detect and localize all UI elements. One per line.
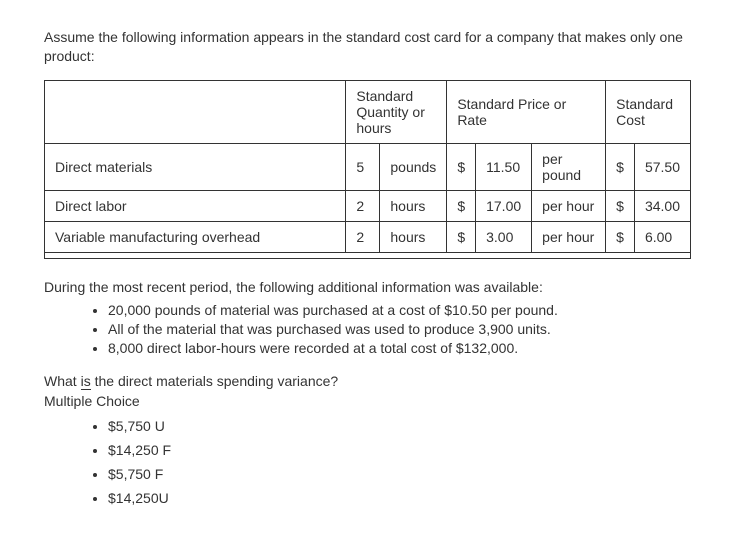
row-rate-unit: per hour xyxy=(532,190,606,221)
list-item: All of the material that was purchased w… xyxy=(108,320,691,339)
intro-text: Assume the following information appears… xyxy=(44,28,691,66)
header-qty: Standard Quantity or hours xyxy=(346,80,447,143)
table-row: Direct labor 2 hours $ 17.00 per hour $ … xyxy=(45,190,691,221)
table-header-row: Standard Quantity or hours Standard Pric… xyxy=(45,80,691,143)
multiple-choice-label: Multiple Choice xyxy=(44,393,691,409)
row-rate-sym: $ xyxy=(447,143,476,190)
row-rate: 17.00 xyxy=(476,190,532,221)
followup-text: During the most recent period, the follo… xyxy=(44,279,691,295)
choice-option[interactable]: $14,250 F xyxy=(108,439,691,463)
question-pre: What xyxy=(44,373,81,389)
header-cost: Standard Cost xyxy=(606,80,691,143)
row-qty: 2 xyxy=(346,221,380,252)
choice-option[interactable]: $14,250U xyxy=(108,487,691,511)
table-row: Direct materials 5 pounds $ 11.50 per po… xyxy=(45,143,691,190)
row-qty-unit: hours xyxy=(380,190,447,221)
row-cost: 57.50 xyxy=(634,143,690,190)
row-cost: 6.00 xyxy=(634,221,690,252)
row-rate-sym: $ xyxy=(447,221,476,252)
row-label: Direct materials xyxy=(45,143,346,190)
row-cost-sym: $ xyxy=(606,190,635,221)
answer-choices: $5,750 U $14,250 F $5,750 F $14,250U xyxy=(44,415,691,510)
list-item: 8,000 direct labor-hours were recorded a… xyxy=(108,339,691,358)
row-rate: 11.50 xyxy=(476,143,532,190)
row-rate: 3.00 xyxy=(476,221,532,252)
row-cost: 34.00 xyxy=(634,190,690,221)
row-label: Direct labor xyxy=(45,190,346,221)
cost-card-table: Standard Quantity or hours Standard Pric… xyxy=(44,80,691,259)
row-cost-sym: $ xyxy=(606,143,635,190)
info-bullets: 20,000 pounds of material was purchased … xyxy=(44,301,691,358)
question-text: What is the direct materials spending va… xyxy=(44,373,691,389)
choice-option[interactable]: $5,750 F xyxy=(108,463,691,487)
question-is: is xyxy=(81,373,91,390)
question-post: the direct materials spending variance? xyxy=(91,373,338,389)
table-empty-row xyxy=(45,252,691,258)
row-rate-unit: per pound xyxy=(532,143,606,190)
row-rate-unit: per hour xyxy=(532,221,606,252)
row-rate-sym: $ xyxy=(447,190,476,221)
header-empty xyxy=(45,80,346,143)
choice-option[interactable]: $5,750 U xyxy=(108,415,691,439)
header-rate: Standard Price or Rate xyxy=(447,80,606,143)
row-cost-sym: $ xyxy=(606,221,635,252)
table-row: Variable manufacturing overhead 2 hours … xyxy=(45,221,691,252)
row-qty: 2 xyxy=(346,190,380,221)
row-qty: 5 xyxy=(346,143,380,190)
row-qty-unit: hours xyxy=(380,221,447,252)
row-label: Variable manufacturing overhead xyxy=(45,221,346,252)
list-item: 20,000 pounds of material was purchased … xyxy=(108,301,691,320)
row-qty-unit: pounds xyxy=(380,143,447,190)
